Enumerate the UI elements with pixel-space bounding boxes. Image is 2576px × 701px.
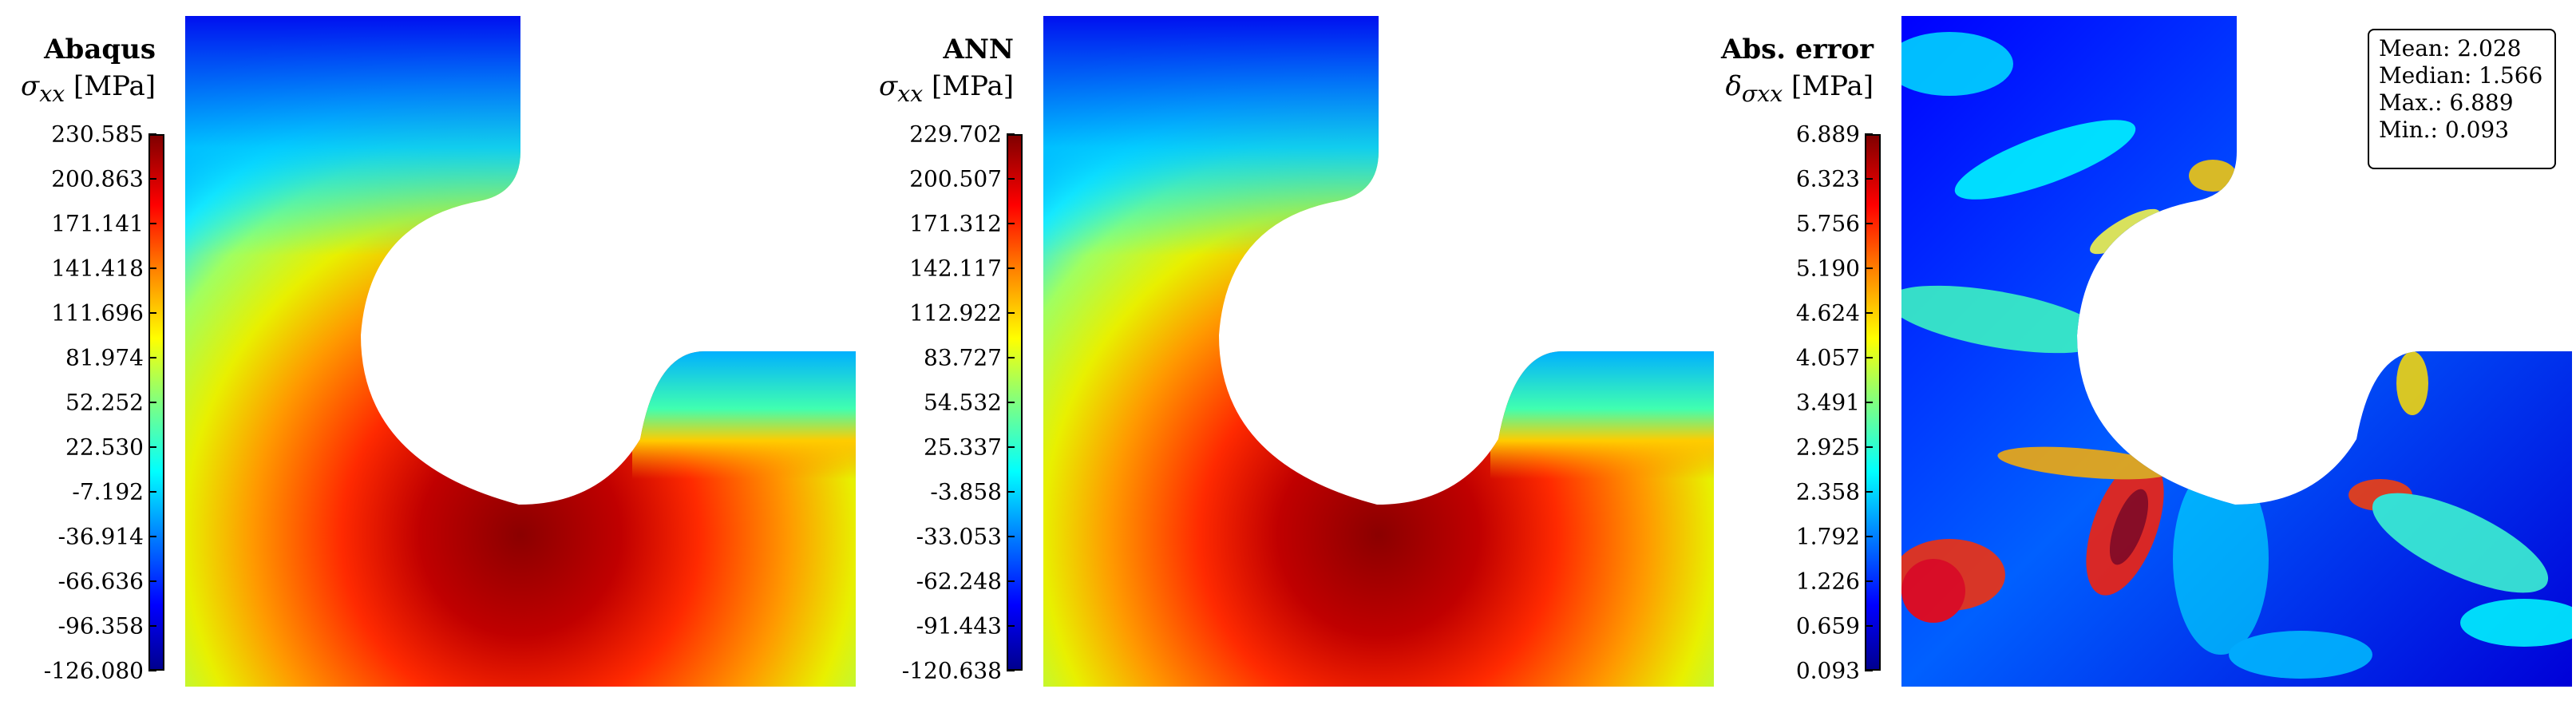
colorbar-tick-mark [148, 357, 156, 358]
colorbar-tick-label: 4.624 [1795, 299, 1860, 327]
panel-ann: ANN σxx [MPa] 229.702 200.507 171.312 142.1… [858, 0, 1716, 701]
colorbar-tick-label: 5.190 [1795, 255, 1860, 282]
colorbar-tick-label: 112.922 [909, 299, 1002, 327]
colorbar-tick-label: 142.117 [909, 255, 1002, 282]
colorbar-tick-mark [148, 536, 156, 537]
colorbar-tick-mark [1007, 178, 1015, 180]
colorbar-tick-mark [1007, 133, 1015, 135]
colorbar-tick-mark [1007, 267, 1015, 269]
colorbar-tick-label: -62.248 [916, 568, 1002, 595]
colorbar-tick-label: 5.756 [1795, 210, 1860, 237]
stat-min: Min.: 0.093 [2379, 117, 2510, 143]
stress-field-ann [1043, 16, 1714, 687]
stat-median: Median: 1.566 [2379, 62, 2543, 89]
colorbar-tick-label: 6.323 [1795, 165, 1860, 192]
colorbar-tick-label: 22.530 [65, 434, 144, 461]
colorbar-tick-mark [1865, 536, 1873, 537]
colorbar-tick-label: 1.792 [1795, 523, 1860, 550]
colorbar-ticks: 6.889 6.323 5.756 5.190 4.624 4.057 3.491 2.925… [1700, 121, 1873, 684]
colorbar-tick-mark [1865, 267, 1873, 269]
colorbar-tick-label: 3.491 [1795, 389, 1860, 416]
colorbar-tick-mark [148, 178, 156, 180]
colorbar-tick-label: 0.093 [1795, 657, 1860, 684]
colorbar-tick-label: 200.863 [51, 165, 144, 192]
colorbar-tick-mark [1007, 446, 1015, 448]
panel-error: Abs. error δσxx [MPa] 6.889 6.323 5.756 5.1… [1716, 0, 2576, 701]
colorbar-tick-label: -96.358 [57, 612, 144, 640]
stress-field-abaqus [185, 16, 856, 687]
panel-title: ANN [943, 34, 1014, 65]
colorbar-tick-label: 4.057 [1795, 344, 1860, 371]
colorbar-tick-label: -36.914 [57, 523, 144, 550]
colorbar-tick-label: -66.636 [57, 568, 144, 595]
panel-title: Abs. error [1720, 34, 1874, 65]
colorbar-tick-label: 229.702 [909, 121, 1002, 148]
colorbar-tick-label: 2.358 [1795, 478, 1860, 505]
colorbar-tick-label: 52.252 [65, 389, 144, 416]
colorbar-tick-mark [148, 491, 156, 493]
colorbar-tick-mark [1007, 580, 1015, 582]
stats-box: Mean: 2.028 Median: 1.566 Max.: 6.889 Mi… [2368, 29, 2556, 169]
colorbar-tick-label: -33.053 [916, 523, 1002, 550]
colorbar-tick-label: -7.192 [72, 478, 144, 505]
colorbar-tick-label: 83.727 [924, 344, 1002, 371]
stat-mean: Mean: 2.028 [2379, 35, 2522, 61]
colorbar-tick-label: 171.312 [909, 210, 1002, 237]
colorbar-ticks: 229.702 200.507 171.312 142.117 112.922 83.72… [842, 121, 1015, 684]
colorbar-tick-mark [148, 670, 156, 671]
colorbar-tick-label: 230.585 [51, 121, 144, 148]
colorbar-tick-label: 54.532 [924, 389, 1002, 416]
colorbar-tick-mark [1865, 580, 1873, 582]
colorbar-tick-mark [148, 580, 156, 582]
colorbar-tick-mark [1007, 625, 1015, 627]
colorbar-tick-mark [1865, 312, 1873, 314]
panel-subtitle: σxx [MPa] [879, 70, 1014, 107]
panel-subtitle: δσxx [MPa] [1725, 70, 1874, 107]
panel-subtitle: σxx [MPa] [21, 70, 156, 107]
colorbar-tick-label: 141.418 [51, 255, 144, 282]
colorbar-tick-label: 111.696 [51, 299, 144, 327]
colorbar-tick-mark [1007, 491, 1015, 493]
colorbar-tick-mark [1007, 223, 1015, 224]
colorbar-tick-label: 81.974 [65, 344, 144, 371]
colorbar-tick-label: 0.659 [1795, 612, 1860, 640]
colorbar-tick-mark [1865, 625, 1873, 627]
panel-title: Abaqus [44, 34, 156, 65]
colorbar-tick-label: 171.141 [51, 210, 144, 237]
colorbar-tick-mark [148, 625, 156, 627]
colorbar-tick-mark [1865, 133, 1873, 135]
colorbar-tick-mark [1007, 536, 1015, 537]
panel-abaqus: Abaqus σxx [MPa] 230.585 200.863 171.141 14… [0, 0, 858, 701]
colorbar-tick-mark [148, 267, 156, 269]
colorbar-tick-mark [1865, 223, 1873, 224]
colorbar-tick-label: -120.638 [901, 657, 1002, 684]
colorbar-tick-label: 25.337 [924, 434, 1002, 461]
colorbar-tick-mark [1007, 357, 1015, 358]
error-field [1901, 16, 2572, 687]
colorbar-tick-mark [1865, 357, 1873, 358]
colorbar-tick-mark [148, 312, 156, 314]
colorbar-tick-mark [1007, 402, 1015, 403]
colorbar-tick-mark [148, 223, 156, 224]
colorbar-tick-mark [1865, 670, 1873, 671]
colorbar-tick-mark [1865, 178, 1873, 180]
colorbar-tick-mark [1007, 312, 1015, 314]
colorbar-tick-label: 6.889 [1795, 121, 1860, 148]
colorbar-tick-label: 1.226 [1795, 568, 1860, 595]
colorbar-tick-mark [148, 402, 156, 403]
colorbar-tick-mark [1865, 491, 1873, 493]
colorbar-tick-mark [148, 133, 156, 135]
colorbar-tick-label: 2.925 [1795, 434, 1860, 461]
colorbar-tick-mark [1865, 446, 1873, 448]
colorbar-tick-label: 200.507 [909, 165, 1002, 192]
colorbar-tick-mark [1865, 402, 1873, 403]
stat-max: Max.: 6.889 [2379, 89, 2514, 116]
colorbar-ticks: 230.585 200.863 171.141 141.418 111.696 81.97… [0, 121, 156, 684]
colorbar-tick-label: -91.443 [916, 612, 1002, 640]
colorbar-tick-label: -126.080 [43, 657, 144, 684]
colorbar-tick-label: -3.858 [930, 478, 1002, 505]
colorbar-tick-mark [1007, 670, 1015, 671]
colorbar-tick-mark [148, 446, 156, 448]
